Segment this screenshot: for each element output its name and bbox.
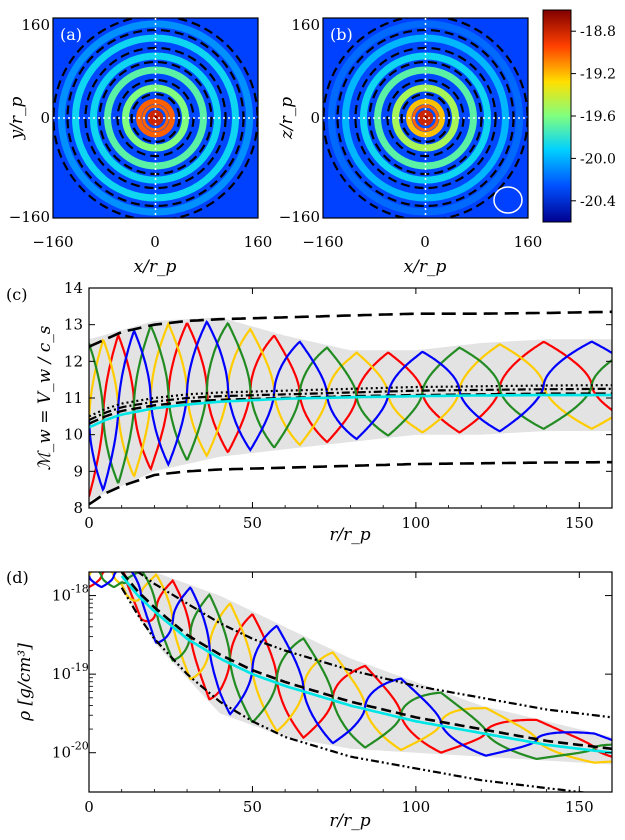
x-tick-label: 50: [243, 798, 262, 816]
panel-b-marker-circle: [493, 186, 523, 214]
y-tick-label: 13: [64, 316, 83, 334]
y-tick-exponent: -20: [71, 740, 89, 753]
colorbar-tick-label: -19.2: [580, 67, 616, 83]
envelope-band: [121, 572, 612, 765]
panel-b-ylabel: z/r_p: [277, 97, 297, 140]
panel-a-xtick-mid: 0: [150, 233, 160, 251]
panel-c-plot: [89, 310, 612, 506]
y-tick-label: 10: [52, 587, 71, 605]
colorbar-tick-label: -18.8: [580, 24, 616, 40]
panel-b-xlabel: x/r_p: [404, 257, 447, 277]
panel-d-plot: [89, 572, 612, 792]
x-tick-label: 50: [243, 514, 262, 532]
panel-c-label: (c): [6, 285, 27, 304]
reference-curve-upper-dotdash: [136, 572, 612, 719]
panel-b-xtick-mid: 0: [420, 233, 430, 251]
panel-a-xlabel: x/r_p: [134, 257, 177, 277]
panel-a-ytick-bottom: −160: [9, 208, 50, 226]
map-contour: [84, 46, 227, 190]
panel-a: (a) 160 0 −160 −160 0 160 x/r_p y/r_p: [7, 16, 272, 277]
y-tick-exponent: -18: [71, 583, 89, 596]
y-tick-label: 12: [64, 352, 83, 370]
y-tick-label: 14: [64, 279, 83, 297]
colorbar-gradient: [542, 9, 572, 223]
reference-curve-lower-dotdash: [120, 587, 589, 792]
panel-a-ylabel: y/r_p: [7, 96, 27, 140]
series-line-1: [89, 322, 612, 497]
x-tick-label: 150: [565, 798, 594, 816]
series-line-4: [89, 320, 612, 492]
panel-a-xtick-left: −160: [32, 233, 73, 251]
panel-d-label: (d): [6, 568, 29, 587]
panel-c-axes: 0 50 100 150 8 9 10 11 12 13 14: [64, 279, 613, 532]
x-tick-label: 0: [84, 798, 94, 816]
panel-a-ytick-mid: 0: [40, 109, 50, 127]
y-tick-label: 9: [73, 462, 83, 480]
x-tick-label: 150: [565, 514, 594, 532]
colorbar-ticks: -18.8 -19.2 -19.6 -20.0 -20.4: [571, 24, 616, 210]
panel-c-xlabel: r/r_p: [329, 525, 370, 545]
panel-b-label: (b): [330, 25, 353, 44]
reference-curve-mid-dashed: [120, 572, 612, 751]
y-tick-exponent: -19: [71, 661, 89, 674]
panel-c: 0 50 100 150 8 9 10 11 12 13 14 (c) r/r_p ℳ_w = V_…: [6, 279, 613, 545]
panel-a-ytick-top: 160: [21, 16, 50, 34]
panel-b-xtick-left: −160: [302, 233, 343, 251]
colorbar-tick-label: -20.4: [580, 194, 616, 210]
panel-b: (b) 160 0 −160 −160 0 160 x/r_p z/r_p: [277, 16, 542, 277]
series-line-3: [97, 572, 612, 761]
reference-curve-cyan: [120, 575, 612, 754]
y-tick-label: 10: [52, 744, 71, 762]
panel-a-label: (a): [60, 25, 82, 44]
panel-d-xlabel: r/r_p: [329, 811, 370, 831]
panel-b-ytick-mid: 0: [310, 109, 320, 127]
reference-curve-upper-dashed: [89, 310, 612, 348]
panel-d-ylabel: ρ [g/cm³]: [15, 643, 35, 722]
y-tick-label: 10: [64, 426, 83, 444]
reference-curve-lower-dashed: [89, 460, 612, 506]
panel-b-ytick-top: 160: [291, 16, 320, 34]
colorbar-tick-label: -20.0: [580, 151, 616, 167]
reference-curve-cyan: [89, 393, 612, 429]
colorbar: -18.8 -19.2 -19.6 -20.0 -20.4: [542, 9, 616, 223]
colorbar-tick-label: -19.6: [580, 109, 616, 125]
reference-curve-mean-dotted: [89, 384, 612, 418]
series-line-4: [89, 572, 612, 757]
x-tick-label: 100: [402, 798, 431, 816]
y-tick-label: 11: [64, 389, 83, 407]
x-tick-label: 100: [402, 514, 431, 532]
y-tick-label: 10: [52, 665, 71, 683]
panel-c-ylabel: ℳ_w = V_w / c_s: [35, 325, 55, 470]
series-line-2: [89, 572, 612, 764]
series-line-3: [89, 321, 612, 484]
series-line-1: [89, 572, 612, 758]
map-contour: [354, 46, 497, 190]
panel-a-xtick-right: 160: [244, 233, 273, 251]
panel-b-ytick-bottom: −160: [279, 208, 320, 226]
series-line-2: [89, 321, 612, 478]
y-tick-label: 8: [73, 499, 83, 517]
x-tick-label: 0: [84, 514, 94, 532]
panel-b-xtick-right: 160: [514, 233, 543, 251]
reference-curve-mean-dotdash: [89, 387, 612, 422]
